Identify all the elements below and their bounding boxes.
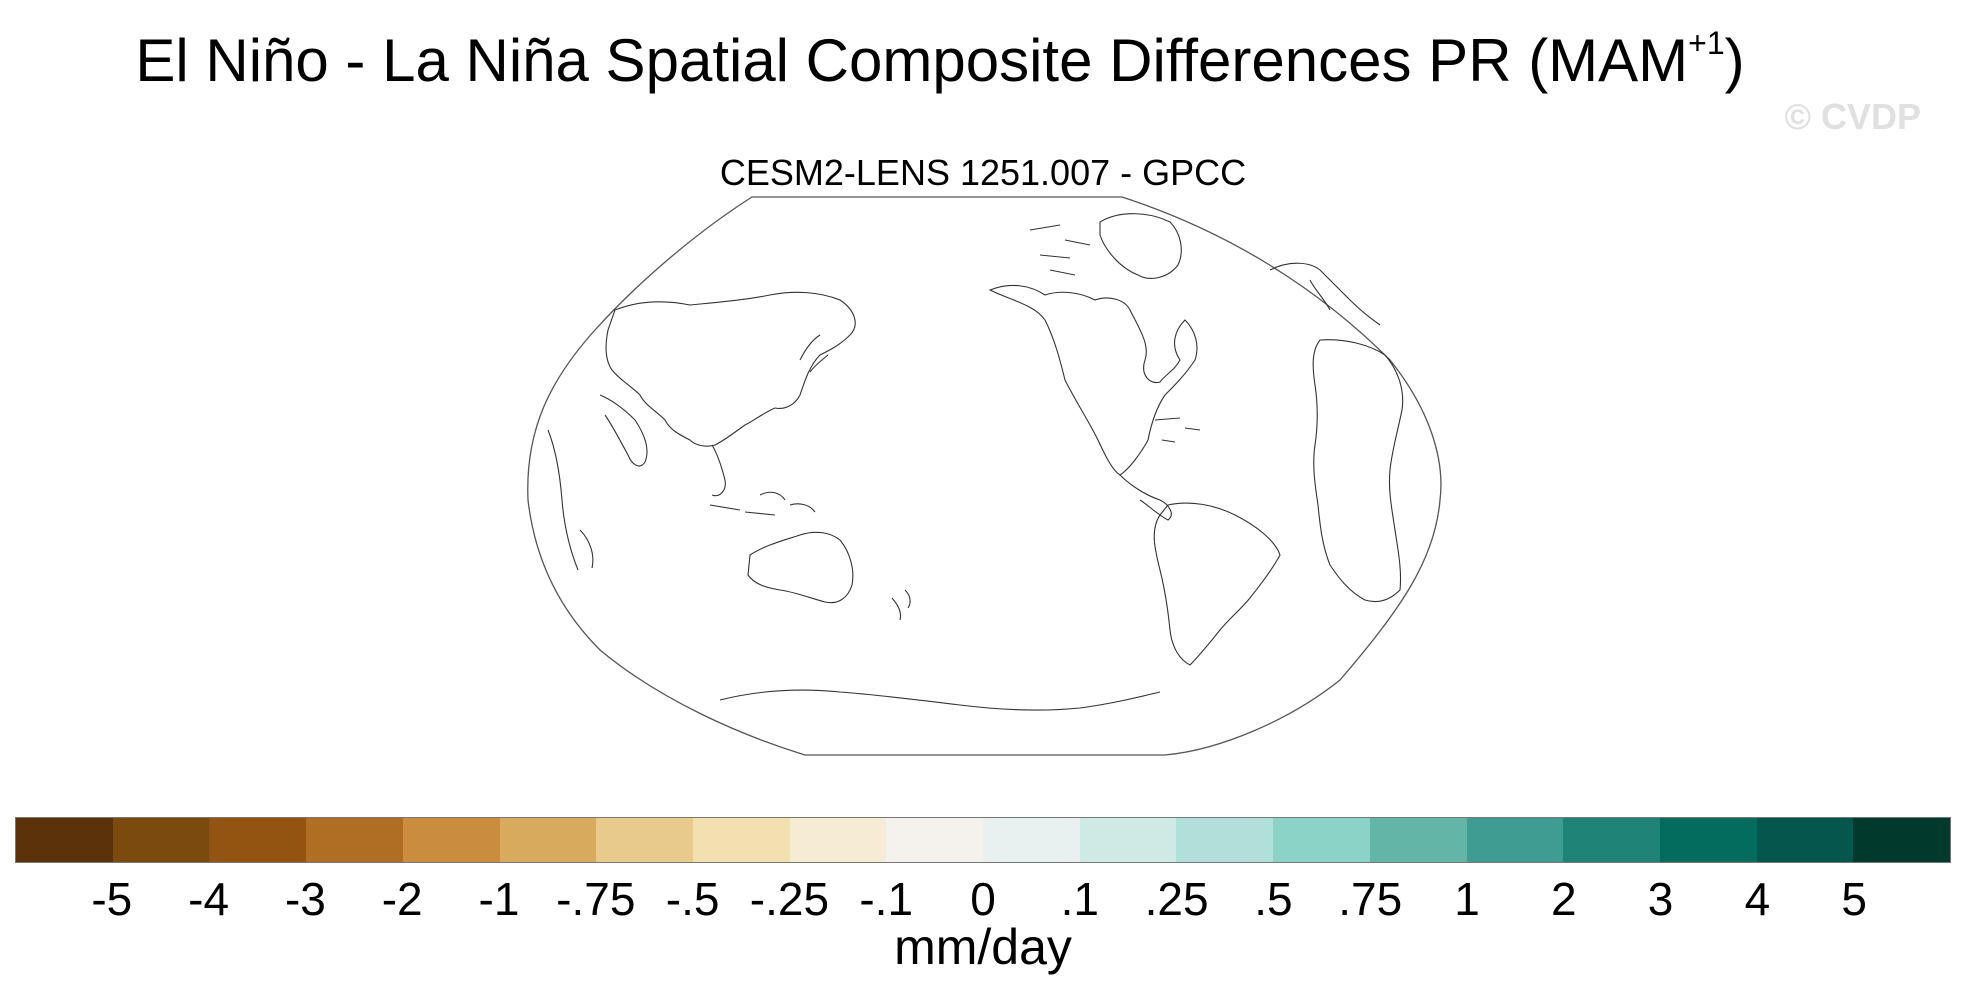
coast-asia [605, 291, 856, 447]
colorbar-cell [1369, 818, 1467, 862]
colorbar-cell [1176, 818, 1274, 862]
colorbar-tick-label: .25 [1144, 873, 1209, 925]
colorbar-cell [1563, 818, 1660, 862]
colorbar-tick-label: .5 [1254, 873, 1293, 925]
map-subtitle: CESM2-LENS 1251.007 - GPCC [719, 152, 1247, 193]
world-map [527, 196, 1442, 756]
colorbar-tick-label: -.1 [859, 873, 914, 925]
coast-south-america [1153, 502, 1281, 666]
colorbar-cell [402, 818, 500, 862]
colorbar-cell [983, 818, 1080, 862]
colorbar-tick-label: -1 [478, 873, 520, 925]
colorbar-tick-label: .75 [1338, 873, 1403, 925]
colorbar-cell [1273, 818, 1370, 862]
colorbar-cell [596, 818, 693, 862]
coast-central-america [1119, 474, 1172, 521]
coast-africa-west [547, 429, 594, 571]
title-superscript: +1 [1688, 25, 1725, 61]
colorbar-cell [692, 818, 790, 862]
coast-antarctica [719, 689, 1161, 711]
colorbar-cell [1853, 818, 1951, 862]
colorbar-tick-label: 2 [1551, 873, 1577, 925]
colorbar-cell [16, 818, 113, 862]
colorbar-cell [112, 818, 210, 862]
coast-indochina [711, 444, 726, 497]
coast-africa [1312, 339, 1404, 603]
colorbar-tick-label: 0 [970, 873, 996, 925]
colorbar-tick-label: 4 [1744, 873, 1771, 925]
coast-new-zealand [891, 589, 911, 621]
colorbar-tick-label: -.75 [556, 873, 636, 925]
colorbar-tick-label: 5 [1841, 873, 1867, 925]
coast-india [599, 394, 648, 467]
colorbar-cell [886, 818, 984, 862]
colorbar-cell [1659, 818, 1757, 862]
coast-australia [747, 531, 854, 604]
title-close: ) [1724, 27, 1745, 94]
coast-caribbean [1154, 417, 1201, 443]
title-main: El Niño - La Niña Spatial Composite Diff… [135, 27, 1689, 94]
colorbar-cell [789, 818, 887, 862]
colorbar-tick-label: 3 [1647, 873, 1674, 925]
coast-arctic-islands [1029, 224, 1091, 276]
colorbar-tick-label: -3 [284, 873, 326, 925]
figure-title: El Niño - La Niña Spatial Composite Diff… [0, 25, 1880, 95]
colorbar-cell [1466, 818, 1564, 862]
coast-europe [1269, 262, 1381, 326]
coast-indonesia [709, 491, 816, 516]
colorbar-tick-label: -.5 [665, 873, 720, 925]
colorbar-unit: mm/day [894, 919, 1072, 975]
colorbar-tick-label: -.25 [749, 873, 830, 925]
colorbar-tick-label: -4 [188, 873, 230, 925]
colorbar-cell [1756, 818, 1854, 862]
coast-north-america [988, 284, 1198, 476]
colorbar-tick-label: 1 [1454, 873, 1480, 925]
colorbar-cell [1079, 818, 1177, 862]
cvdp-watermark: © CVDP [1784, 96, 1921, 137]
colorbar-cell [209, 818, 307, 862]
colorbar-tick-label: .1 [1060, 873, 1099, 925]
colorbar-cell [499, 818, 597, 862]
colorbar-tick-label: -2 [381, 873, 423, 925]
colorbar [15, 817, 1951, 863]
coast-greenland [1099, 213, 1182, 279]
colorbar-tick-label: -5 [91, 873, 133, 925]
coast-japan [799, 334, 829, 373]
map-boundary [527, 196, 1442, 756]
colorbar-cell [306, 818, 403, 862]
